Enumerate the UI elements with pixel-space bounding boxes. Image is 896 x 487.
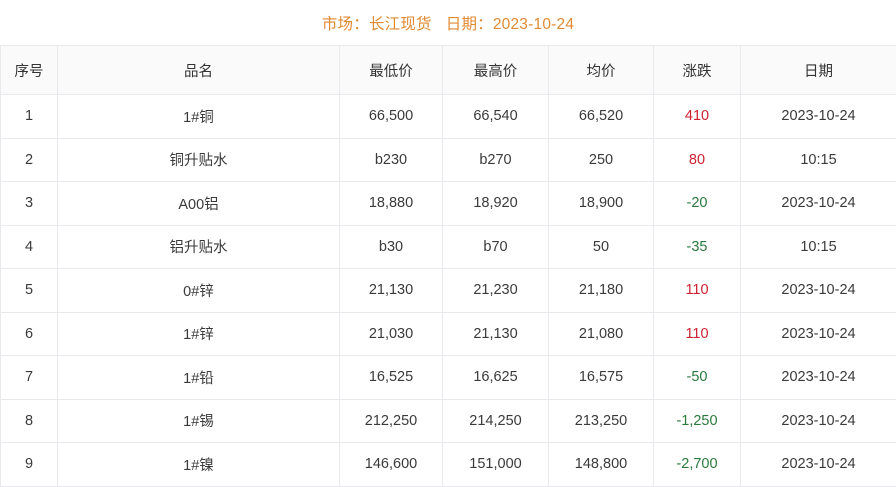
column-header-index[interactable]: 序号: [1, 46, 58, 95]
cell-product-name: 1#铅: [58, 356, 340, 400]
cell-lowest-price: 18,880: [340, 182, 443, 226]
cell-highest-price: b70: [443, 225, 549, 269]
cell-lowest-price: b230: [340, 138, 443, 182]
cell-index: 2: [1, 138, 58, 182]
cell-average-price: 148,800: [549, 443, 654, 487]
cell-highest-price: 21,230: [443, 269, 549, 313]
cell-date: 2023-10-24: [741, 356, 896, 400]
cell-product-name: 铝升贴水: [58, 225, 340, 269]
cell-product-name: 1#镍: [58, 443, 340, 487]
cell-index: 5: [1, 269, 58, 313]
cell-lowest-price: 146,600: [340, 443, 443, 487]
cell-average-price: 21,180: [549, 269, 654, 313]
cell-change: -2,700: [654, 443, 741, 487]
column-header-avg[interactable]: 均价: [549, 46, 654, 95]
cell-product-name: 1#锡: [58, 399, 340, 443]
cell-lowest-price: 212,250: [340, 399, 443, 443]
cell-highest-price: 214,250: [443, 399, 549, 443]
cell-average-price: 213,250: [549, 399, 654, 443]
cell-average-price: 18,900: [549, 182, 654, 226]
cell-index: 3: [1, 182, 58, 226]
column-header-name[interactable]: 品名: [58, 46, 340, 95]
cell-index: 6: [1, 312, 58, 356]
cell-product-name: 1#铜: [58, 95, 340, 139]
column-header-high[interactable]: 最高价: [443, 46, 549, 95]
cell-date: 10:15: [741, 225, 896, 269]
cell-date: 2023-10-24: [741, 269, 896, 313]
cell-date: 2023-10-24: [741, 399, 896, 443]
cell-change: 110: [654, 312, 741, 356]
column-header-date[interactable]: 日期: [741, 46, 896, 95]
table-header-row: 序号 品名 最低价 最高价 均价 涨跌 日期: [1, 46, 896, 95]
market-label: 市场：长江现货: [322, 12, 432, 34]
cell-index: 7: [1, 356, 58, 400]
cell-date: 2023-10-24: [741, 95, 896, 139]
cell-highest-price: b270: [443, 138, 549, 182]
cell-date: 2023-10-24: [741, 182, 896, 226]
column-header-low[interactable]: 最低价: [340, 46, 443, 95]
column-header-change[interactable]: 涨跌: [654, 46, 741, 95]
cell-average-price: 66,520: [549, 95, 654, 139]
cell-product-name: 铜升贴水: [58, 138, 340, 182]
cell-change: 410: [654, 95, 741, 139]
cell-index: 9: [1, 443, 58, 487]
cell-change: -20: [654, 182, 741, 226]
cell-average-price: 16,575: [549, 356, 654, 400]
cell-change: -35: [654, 225, 741, 269]
cell-average-price: 50: [549, 225, 654, 269]
cell-highest-price: 21,130: [443, 312, 549, 356]
cell-date: 2023-10-24: [741, 443, 896, 487]
cell-index: 4: [1, 225, 58, 269]
table-header: 序号 品名 最低价 最高价 均价 涨跌 日期: [1, 46, 896, 95]
cell-change: -1,250: [654, 399, 741, 443]
cell-date: 10:15: [741, 138, 896, 182]
cell-product-name: A00铝: [58, 182, 340, 226]
cell-highest-price: 151,000: [443, 443, 549, 487]
cell-lowest-price: 66,500: [340, 95, 443, 139]
cell-lowest-price: 21,030: [340, 312, 443, 356]
cell-average-price: 250: [549, 138, 654, 182]
cell-date: 2023-10-24: [741, 312, 896, 356]
cell-change: -50: [654, 356, 741, 400]
cell-index: 1: [1, 95, 58, 139]
cell-change: 80: [654, 138, 741, 182]
cell-highest-price: 16,625: [443, 356, 549, 400]
cell-highest-price: 18,920: [443, 182, 549, 226]
cell-highest-price: 66,540: [443, 95, 549, 139]
cell-lowest-price: 21,130: [340, 269, 443, 313]
report-title-bar: 市场：长江现货 日期：2023-10-24: [0, 0, 896, 45]
cell-lowest-price: b30: [340, 225, 443, 269]
cell-lowest-price: 16,525: [340, 356, 443, 400]
cell-average-price: 21,080: [549, 312, 654, 356]
cell-product-name: 0#锌: [58, 269, 340, 313]
report-date-label: 日期：2023-10-24: [446, 12, 574, 34]
cell-product-name: 1#锌: [58, 312, 340, 356]
cell-index: 8: [1, 399, 58, 443]
cell-change: 110: [654, 269, 741, 313]
